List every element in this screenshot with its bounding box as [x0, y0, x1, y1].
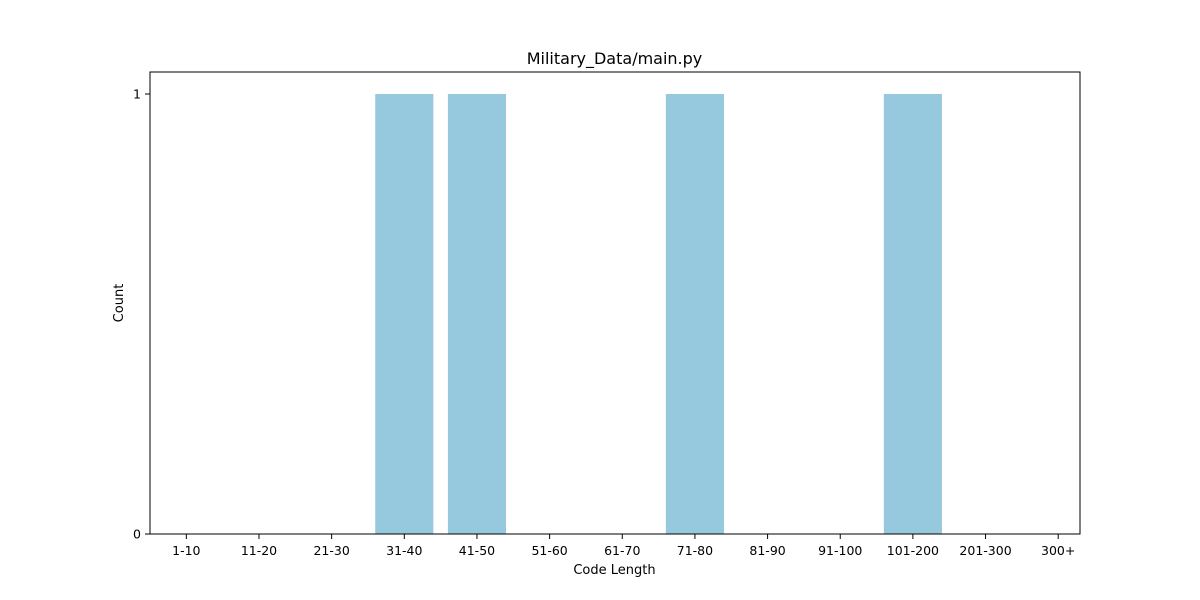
bars-group: [375, 94, 942, 534]
x-tick-label: 81-90: [749, 543, 785, 558]
bar-41-50: [447, 94, 507, 534]
x-tick-label: 21-30: [313, 543, 349, 558]
x-tick-label: 300+: [1041, 543, 1075, 558]
plot-area-frame: [149, 71, 1081, 535]
x-tick-label: 61-70: [604, 543, 640, 558]
bar-71-80: [665, 94, 724, 534]
y-tick-label: 0: [133, 527, 141, 542]
x-tick-label: 91-100: [818, 543, 862, 558]
y-axis-ticks: 01: [133, 87, 150, 542]
x-tick-label: 11-20: [241, 543, 277, 558]
x-tick-label: 101-200: [887, 543, 939, 558]
x-tick-label: 41-50: [459, 543, 495, 558]
x-tick-label: 51-60: [531, 543, 567, 558]
x-tick-label: 31-40: [386, 543, 422, 558]
chart-title: Military_Data/main.py: [527, 49, 703, 69]
x-axis-ticks: 1-10 11-20 21-30 31-40 41-50 51-60 61-70 71-80 8…: [172, 534, 1075, 558]
y-tick-label: 1: [133, 87, 141, 102]
x-tick-label: 201-300: [959, 543, 1011, 558]
y-axis-label: Count: [112, 284, 127, 323]
x-tick-label: 1-10: [172, 543, 200, 558]
x-tick-label: 71-80: [677, 543, 713, 558]
bar-101-200: [883, 94, 942, 534]
bar-31-40: [375, 94, 434, 534]
x-axis-label: Code Length: [573, 563, 655, 578]
